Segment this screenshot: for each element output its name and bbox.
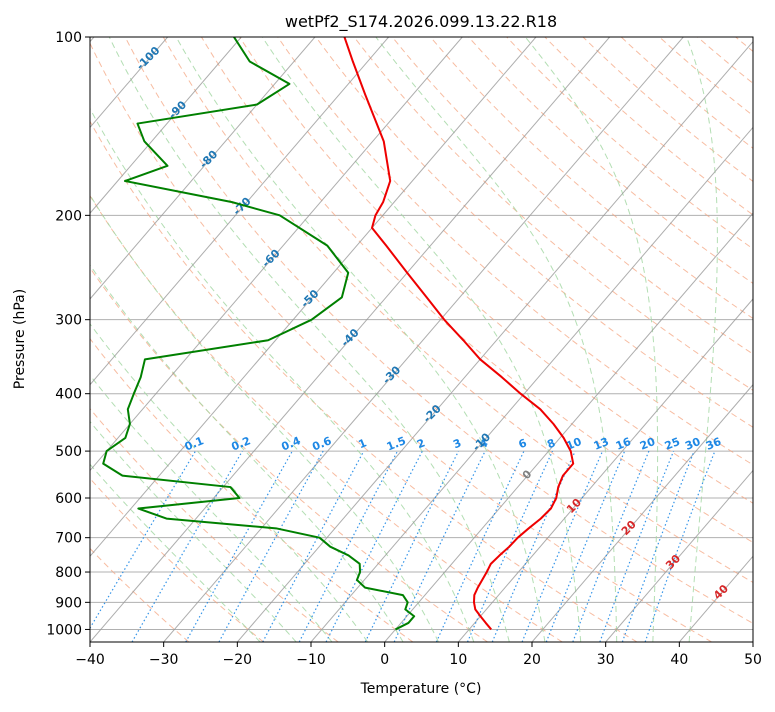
y-tick-label: 200 (55, 208, 82, 224)
chart-title: wetPf2_S174.2026.099.13.22.R18 (285, 12, 557, 32)
x-tick-label: 0 (380, 652, 389, 668)
y-tick-label: 600 (55, 491, 82, 507)
x-tick-label: −20 (223, 652, 253, 668)
y-tick-label: 400 (55, 387, 82, 403)
y-tick-label: 700 (55, 531, 82, 547)
y-tick-label: 900 (55, 595, 82, 611)
x-tick-label: 50 (744, 652, 762, 668)
y-tick-label: 500 (55, 444, 82, 460)
y-tick-label: 300 (55, 313, 82, 329)
x-tick-label: 10 (449, 652, 467, 668)
x-tick-label: 40 (670, 652, 688, 668)
x-tick-label: −40 (75, 652, 105, 668)
x-tick-label: 30 (597, 652, 615, 668)
y-tick-label: 100 (55, 30, 82, 46)
x-tick-label: −10 (296, 652, 326, 668)
x-axis-label: Temperature (°C) (360, 681, 482, 697)
y-tick-label: 1000 (46, 622, 82, 638)
x-tick-label: 20 (523, 652, 541, 668)
x-tick-label: −30 (149, 652, 179, 668)
y-tick-label: 800 (55, 565, 82, 581)
y-axis-label: Pressure (hPa) (12, 289, 28, 389)
